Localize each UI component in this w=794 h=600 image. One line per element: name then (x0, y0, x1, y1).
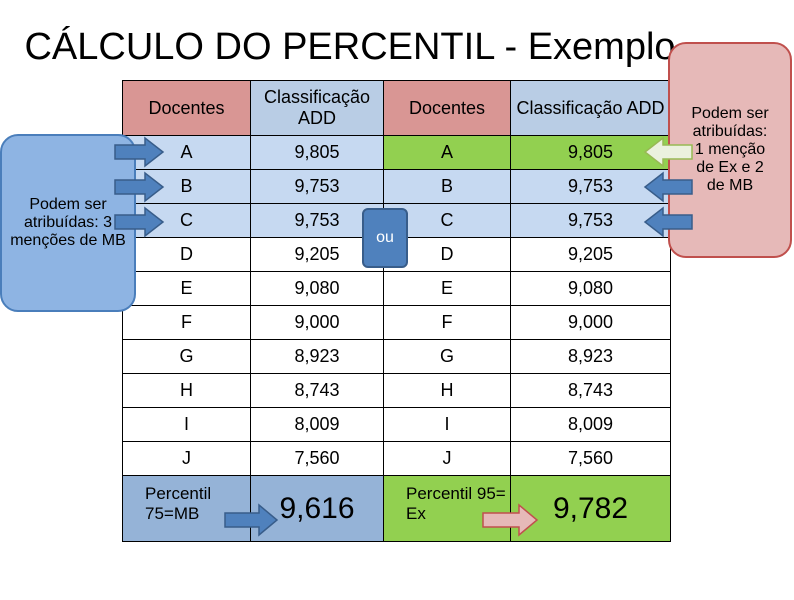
table-row: F 9,000 F 9,000 (122, 305, 671, 340)
table-cell: 8,743 (250, 373, 384, 408)
table-cell: G (383, 339, 511, 374)
right-callout: Podem ser atribuídas: 1 menção de Ex e 2… (668, 42, 792, 258)
table-cell: 9,805 (250, 135, 384, 170)
table-row: A 9,805 A 9,805 (122, 135, 671, 170)
table-cell: J (122, 441, 251, 476)
table-cell: A (122, 135, 251, 170)
table-cell: I (122, 407, 251, 442)
table-row: Docentes Classificação ADD Docentes Classif… (122, 80, 671, 136)
table-cell: 9,000 (510, 305, 671, 340)
table-cell: E (383, 271, 511, 306)
table-cell: 9,805 (510, 135, 671, 170)
table-cell: 9,616 (250, 475, 384, 542)
table-cell: Percentil 95= Ex (383, 475, 511, 542)
table-row: G 8,923 G 8,923 (122, 339, 671, 374)
table-cell: 9,753 (510, 169, 671, 204)
table-row: J 7,560 J 7,560 (122, 441, 671, 476)
table-row: B 9,753 B 9,753 (122, 169, 671, 204)
table-cell: I (383, 407, 511, 442)
table-row: H 8,743 H 8,743 (122, 373, 671, 408)
table-cell: 9,205 (250, 237, 384, 272)
table-cell: 8,743 (510, 373, 671, 408)
table-cell: 8,923 (250, 339, 384, 374)
table-cell: A (383, 135, 511, 170)
table-cell: 9,080 (250, 271, 384, 306)
table-cell: H (122, 373, 251, 408)
table-cell: Docentes (122, 80, 251, 136)
percentile-table: Docentes Classificação ADD Docentes Classif… (122, 80, 671, 542)
table-cell: 9,753 (250, 169, 384, 204)
table-cell: 9,753 (510, 203, 671, 238)
table-cell: 8,923 (510, 339, 671, 374)
table-cell: 9,080 (510, 271, 671, 306)
or-box: ou (362, 208, 408, 268)
table-cell: J (383, 441, 511, 476)
table-cell: D (122, 237, 251, 272)
table-row: Percentil 75=MB 9,616 Percentil 95= Ex 9,78… (122, 475, 671, 542)
table-cell: 9,000 (250, 305, 384, 340)
table-row: E 9,080 E 9,080 (122, 271, 671, 306)
table-cell: G (122, 339, 251, 374)
table-cell: 8,009 (250, 407, 384, 442)
slide-title: CÁLCULO DO PERCENTIL - Exemplo (24, 26, 676, 68)
left-callout: Podem ser atribuídas: 3 menções de MB (0, 134, 136, 312)
table-cell: Docentes (383, 80, 511, 136)
table-row: I 8,009 I 8,009 (122, 407, 671, 442)
table-cell: F (383, 305, 511, 340)
table-cell: C (122, 203, 251, 238)
table-cell: F (122, 305, 251, 340)
table-cell: 8,009 (510, 407, 671, 442)
table-cell: 9,205 (510, 237, 671, 272)
table-cell: Classificação ADD (510, 80, 671, 136)
table-cell: B (122, 169, 251, 204)
table-cell: 7,560 (510, 441, 671, 476)
table-cell: Classificação ADD (250, 80, 384, 136)
table-cell: E (122, 271, 251, 306)
table-cell: H (383, 373, 511, 408)
table-cell: B (383, 169, 511, 204)
table-cell: 7,560 (250, 441, 384, 476)
table-cell: Percentil 75=MB (122, 475, 251, 542)
table-cell: 9,782 (510, 475, 671, 542)
